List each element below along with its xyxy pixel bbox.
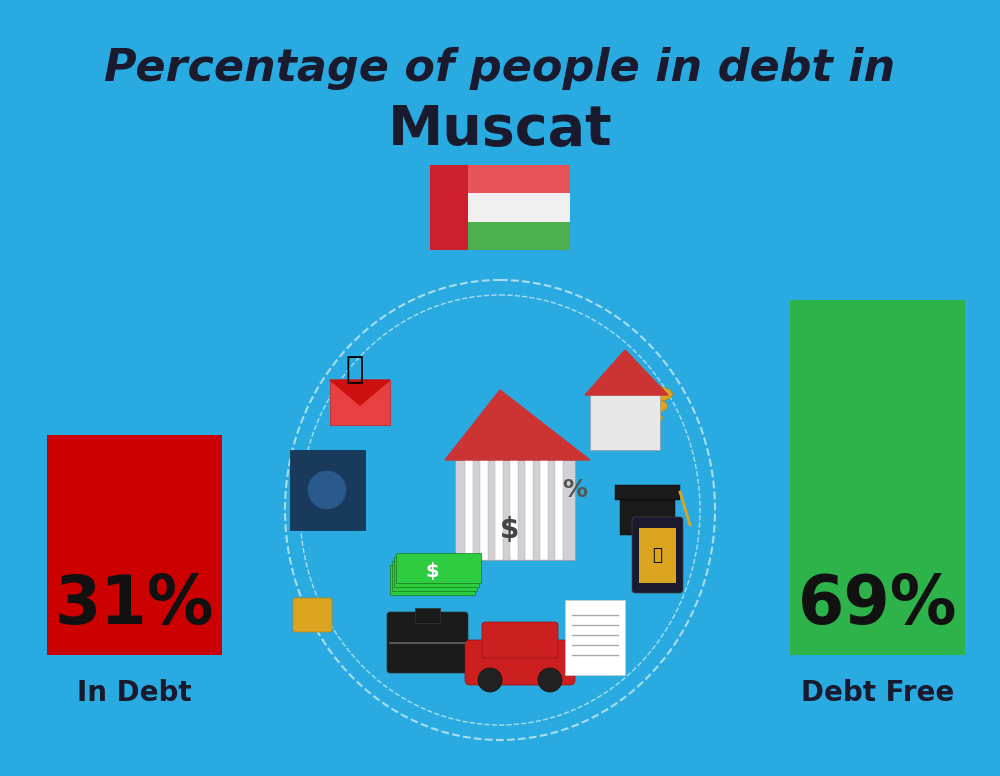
FancyBboxPatch shape xyxy=(387,612,468,673)
Bar xyxy=(430,165,570,250)
Polygon shape xyxy=(330,380,390,405)
Bar xyxy=(790,300,965,655)
FancyBboxPatch shape xyxy=(293,598,332,632)
Text: 🏦: 🏦 xyxy=(652,546,662,564)
Text: %: % xyxy=(562,478,588,502)
Bar xyxy=(590,395,660,450)
Ellipse shape xyxy=(638,386,672,401)
Bar xyxy=(430,165,468,250)
Bar xyxy=(480,460,488,560)
Ellipse shape xyxy=(622,422,658,438)
Polygon shape xyxy=(445,390,590,460)
Polygon shape xyxy=(585,350,668,395)
Bar xyxy=(455,460,575,560)
Circle shape xyxy=(478,668,502,692)
Bar xyxy=(468,222,570,250)
Text: In Debt: In Debt xyxy=(77,679,192,707)
Bar xyxy=(495,460,503,560)
Bar xyxy=(415,608,440,623)
Circle shape xyxy=(307,470,347,510)
Text: $: $ xyxy=(500,516,520,544)
Bar xyxy=(555,460,563,560)
Bar xyxy=(390,565,475,595)
Ellipse shape xyxy=(633,399,668,414)
Bar xyxy=(615,485,680,500)
Bar xyxy=(394,557,479,587)
Text: Muscat: Muscat xyxy=(388,103,612,157)
FancyBboxPatch shape xyxy=(482,622,558,658)
Text: Debt Free: Debt Free xyxy=(801,679,954,707)
Text: 31%: 31% xyxy=(55,572,214,638)
Bar xyxy=(392,561,477,591)
Bar xyxy=(525,460,533,560)
Bar xyxy=(465,460,473,560)
Bar xyxy=(396,553,481,583)
Bar xyxy=(290,450,365,530)
Bar xyxy=(510,460,518,560)
Bar xyxy=(639,528,676,583)
FancyBboxPatch shape xyxy=(565,600,625,675)
Text: $: $ xyxy=(425,563,439,581)
Text: 69%: 69% xyxy=(798,572,957,638)
Text: 🦅: 🦅 xyxy=(346,355,364,384)
FancyBboxPatch shape xyxy=(465,640,575,685)
Bar xyxy=(47,435,222,655)
Bar xyxy=(468,165,570,193)
Text: Percentage of people in debt in: Percentage of people in debt in xyxy=(104,47,896,89)
FancyBboxPatch shape xyxy=(632,517,683,593)
FancyBboxPatch shape xyxy=(330,380,390,425)
Circle shape xyxy=(538,668,562,692)
FancyBboxPatch shape xyxy=(620,500,675,535)
Ellipse shape xyxy=(628,411,662,425)
Bar xyxy=(540,460,548,560)
